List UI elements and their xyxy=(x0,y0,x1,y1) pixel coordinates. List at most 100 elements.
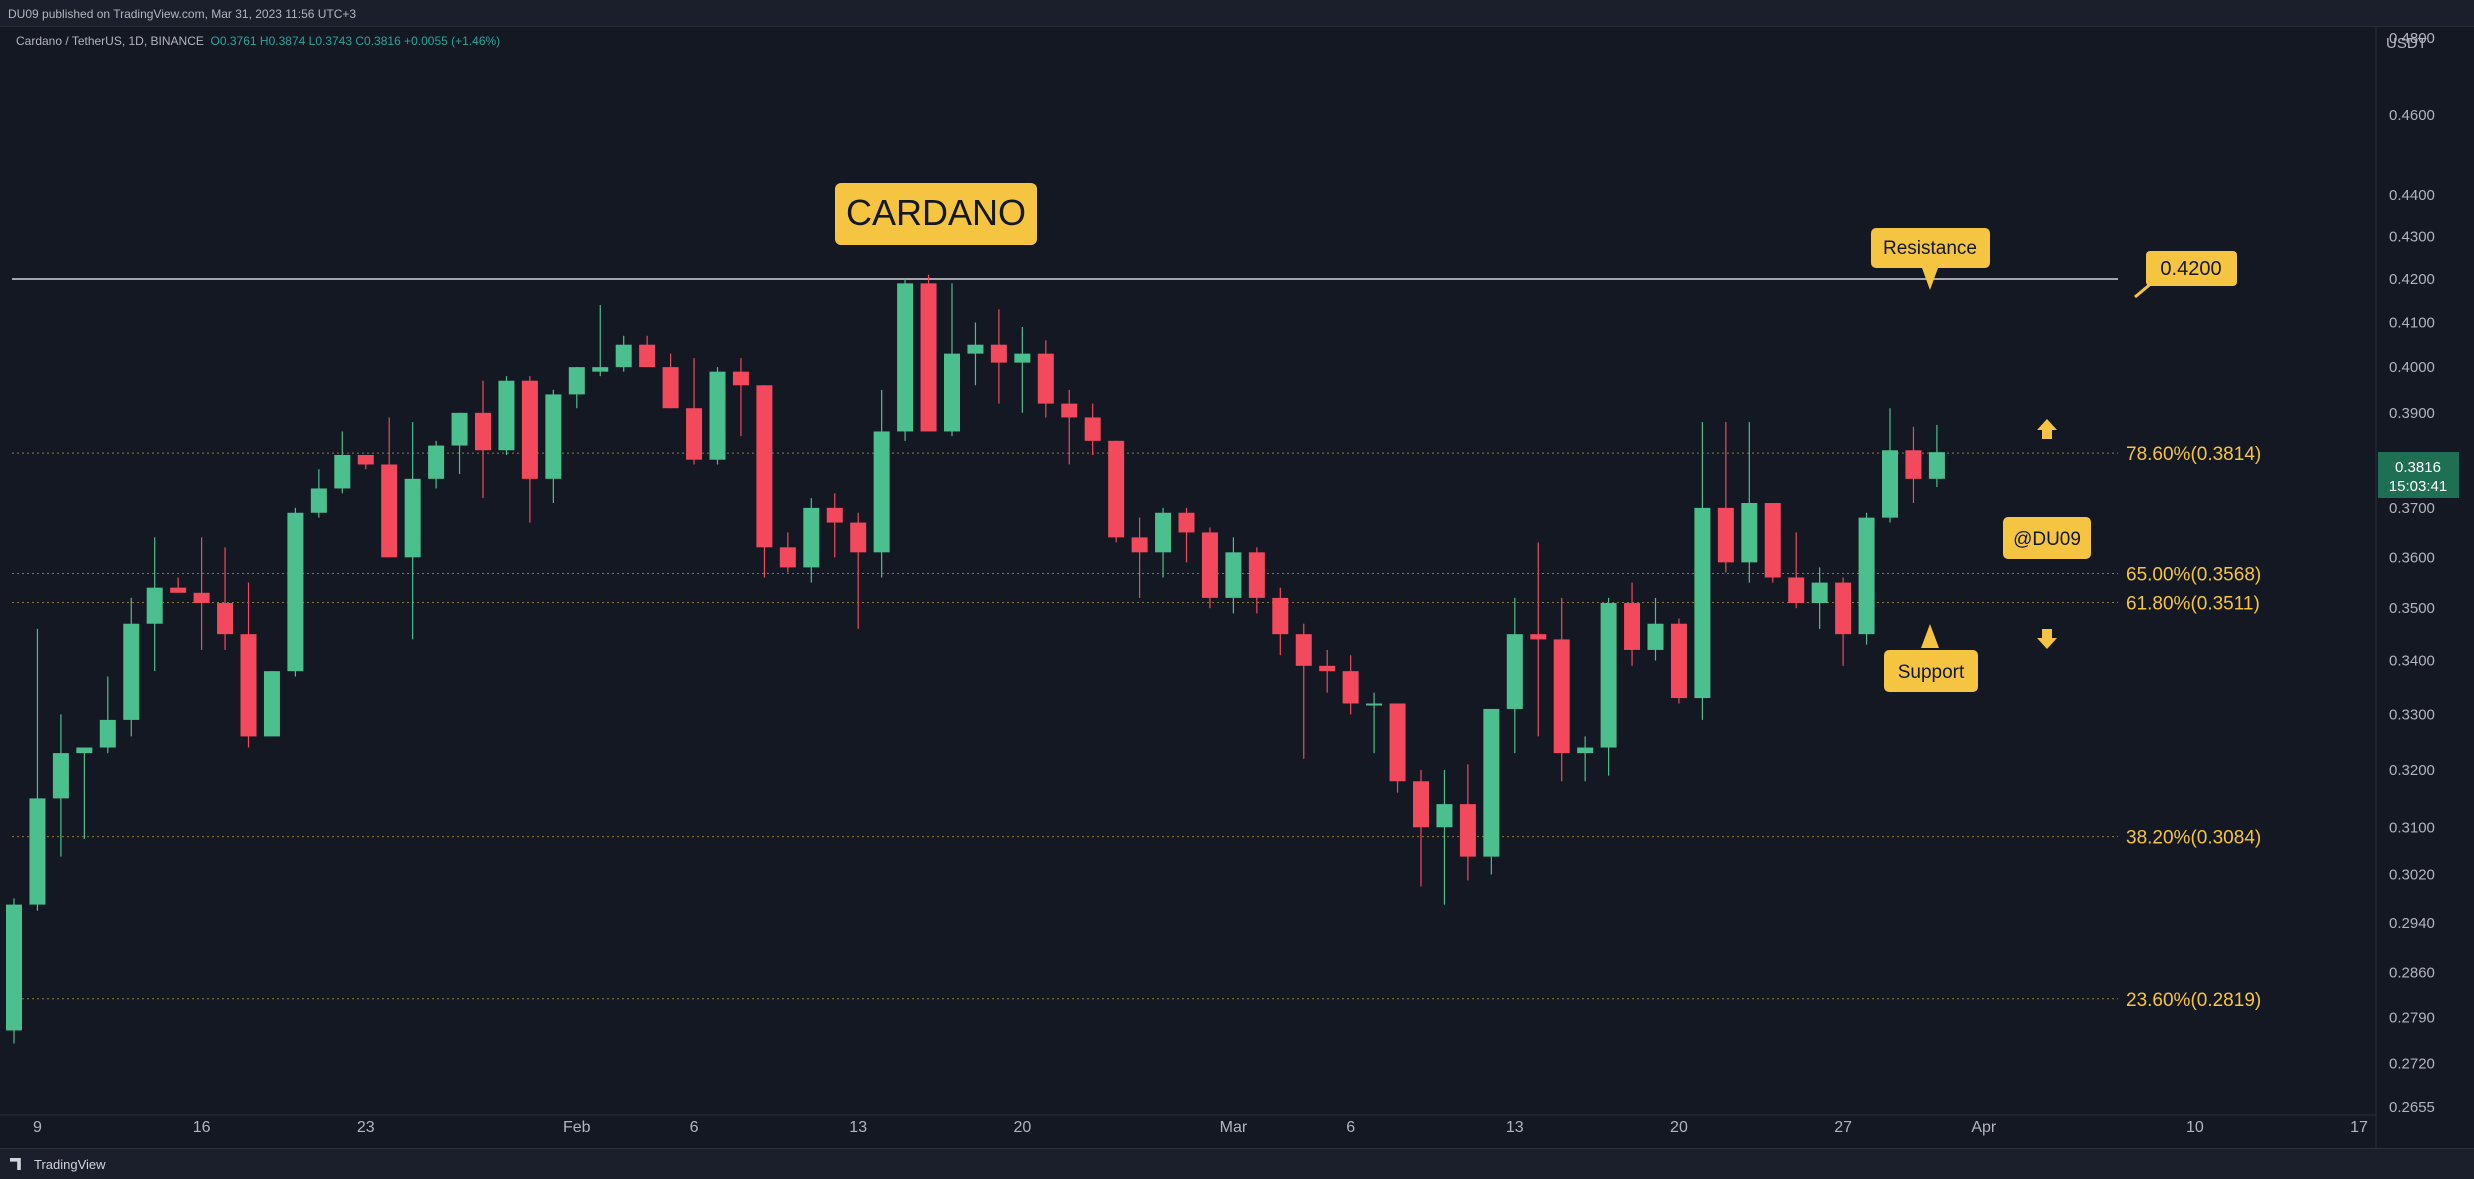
candle-body[interactable] xyxy=(1436,804,1453,828)
price-axis[interactable]: USDT 0.4800 0.4600 0.4400 0.4300 0.4200 0.410… xyxy=(2375,27,2459,1148)
candle-body[interactable] xyxy=(1248,552,1265,598)
candle-body[interactable] xyxy=(1788,577,1805,604)
fib-label: 38.20%(0.3084) xyxy=(2126,828,2261,849)
candle-body[interactable] xyxy=(428,445,445,479)
symbol-legend[interactable]: Cardano / TetherUS, 1D, BINANCE O0.3761 … xyxy=(16,34,500,48)
time-tick-label: 13 xyxy=(1506,1119,1524,1136)
price-tick-label: 0.3600 xyxy=(2389,549,2435,566)
candle-body[interactable] xyxy=(1483,708,1500,857)
candle-body[interactable] xyxy=(779,547,796,568)
candle-body[interactable] xyxy=(897,283,914,432)
candle-body[interactable] xyxy=(1389,703,1406,782)
candle-body[interactable] xyxy=(1600,603,1617,748)
candle-body[interactable] xyxy=(1858,517,1875,635)
candle-body[interactable] xyxy=(76,747,93,754)
candle-body[interactable] xyxy=(1342,671,1359,704)
candle-body[interactable] xyxy=(1694,507,1711,699)
candle-body[interactable] xyxy=(1178,512,1195,533)
candle-body[interactable] xyxy=(1835,582,1852,635)
candle-body[interactable] xyxy=(1717,507,1734,563)
candle-body[interactable] xyxy=(381,464,398,558)
candle-body[interactable] xyxy=(1577,747,1594,754)
candle-body[interactable] xyxy=(99,719,116,748)
candle-body[interactable] xyxy=(990,344,1007,363)
candle-body[interactable] xyxy=(521,380,538,479)
candle-body[interactable] xyxy=(545,394,562,479)
candle-body[interactable] xyxy=(404,478,421,558)
candle-body[interactable] xyxy=(662,367,679,409)
candle-body[interactable] xyxy=(287,512,304,672)
title-text: CARDANO xyxy=(846,192,1026,233)
candle-body[interactable] xyxy=(240,634,257,737)
candle-body[interactable] xyxy=(1764,502,1781,578)
publish-bar: DU09 published on TradingView.com, Mar 3… xyxy=(0,0,2474,27)
candle-body[interactable] xyxy=(967,344,984,354)
time-tick-label: 17 xyxy=(2350,1119,2368,1136)
price-chart[interactable]: 78.60%(0.3814) 65.00%(0.3568) 61.80%(0.351… xyxy=(0,27,2474,1148)
candle-body[interactable] xyxy=(475,412,491,451)
candle-body[interactable] xyxy=(334,454,351,489)
candle-body[interactable] xyxy=(850,522,867,553)
candle-body[interactable] xyxy=(1155,512,1172,553)
candle-body[interactable] xyxy=(1272,597,1289,635)
candle-body[interactable] xyxy=(732,371,749,386)
candle-body[interactable] xyxy=(193,592,210,604)
candle-body[interactable] xyxy=(756,385,773,548)
time-axis[interactable]: 9 16 23 Feb 6 13 20 Mar 6 13 20 27 Apr 10 17 xyxy=(0,1114,2376,1136)
price-tick-label: 0.4600 xyxy=(2389,107,2435,124)
candle-body[interactable] xyxy=(1624,603,1641,650)
candle-body[interactable] xyxy=(6,904,22,1031)
candle-body[interactable] xyxy=(568,367,585,395)
candle-body[interactable] xyxy=(1366,703,1383,706)
candle-body[interactable] xyxy=(1061,403,1078,418)
candle-body[interactable] xyxy=(1319,665,1336,672)
candle-body[interactable] xyxy=(803,507,820,568)
candle-body[interactable] xyxy=(1670,623,1687,699)
candle-body[interactable] xyxy=(709,371,726,460)
candle-body[interactable] xyxy=(1647,623,1664,650)
resistance-price-callout: 0.4200 xyxy=(2134,251,2237,299)
candle-body[interactable] xyxy=(1037,353,1054,404)
candle-body[interactable] xyxy=(873,431,890,553)
candle-body[interactable] xyxy=(52,753,69,799)
tradingview-logo[interactable]: TradingView xyxy=(10,1157,106,1172)
candle-body[interactable] xyxy=(123,623,140,720)
candle-body[interactable] xyxy=(686,408,703,460)
time-tick-label: 16 xyxy=(193,1119,211,1136)
candle-body[interactable] xyxy=(1014,353,1031,363)
candle-body[interactable] xyxy=(1530,634,1547,640)
candle-body[interactable] xyxy=(217,603,234,635)
candle-body[interactable] xyxy=(1459,804,1476,857)
candle-body[interactable] xyxy=(310,488,327,513)
candle-body[interactable] xyxy=(357,454,374,465)
price-tick-label: 0.3300 xyxy=(2389,706,2435,723)
candle-body[interactable] xyxy=(1506,634,1523,709)
candle-body[interactable] xyxy=(1882,450,1898,518)
candle-body[interactable] xyxy=(1225,552,1242,598)
candle-body[interactable] xyxy=(639,344,656,368)
candle-body[interactable] xyxy=(146,587,163,624)
candle-body[interactable] xyxy=(451,412,468,446)
candle-body[interactable] xyxy=(1131,537,1148,553)
candle-body[interactable] xyxy=(944,353,960,432)
candle-body[interactable] xyxy=(1905,450,1922,479)
candle-body[interactable] xyxy=(1553,639,1570,754)
candle-body[interactable] xyxy=(1811,582,1828,604)
candle-body[interactable] xyxy=(1928,452,1945,479)
candle-body[interactable] xyxy=(263,671,280,737)
candle-body[interactable] xyxy=(170,587,187,593)
candle-body[interactable] xyxy=(1741,502,1758,563)
candle-body[interactable] xyxy=(592,367,609,372)
candle-body[interactable] xyxy=(920,283,937,432)
candle-body[interactable] xyxy=(615,344,632,368)
candles xyxy=(6,274,1945,1044)
candle-body[interactable] xyxy=(498,380,515,451)
candle-body[interactable] xyxy=(1201,532,1218,598)
current-price-badge: 0.3816 15:03:41 xyxy=(2378,452,2459,498)
candle-body[interactable] xyxy=(29,798,46,905)
candle-body[interactable] xyxy=(1413,781,1429,828)
candle-body[interactable] xyxy=(826,507,843,523)
candle-body[interactable] xyxy=(1108,440,1125,538)
candle-body[interactable] xyxy=(1084,417,1101,441)
candle-body[interactable] xyxy=(1295,634,1312,666)
